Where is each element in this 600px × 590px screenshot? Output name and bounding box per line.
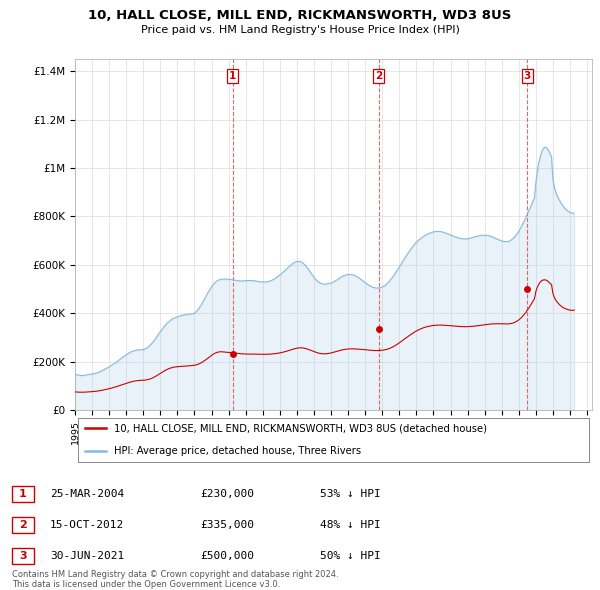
Text: 2: 2 [19,520,27,530]
Text: 30-JUN-2021: 30-JUN-2021 [50,551,124,561]
Text: 3: 3 [524,71,531,81]
Text: 1: 1 [229,71,236,81]
Text: £230,000: £230,000 [200,489,254,499]
Text: 1: 1 [19,489,27,499]
Text: 3: 3 [19,551,27,561]
Text: Price paid vs. HM Land Registry's House Price Index (HPI): Price paid vs. HM Land Registry's House … [140,25,460,35]
FancyBboxPatch shape [12,486,34,502]
Text: Contains HM Land Registry data © Crown copyright and database right 2024.
This d: Contains HM Land Registry data © Crown c… [12,570,338,589]
Text: 10, HALL CLOSE, MILL END, RICKMANSWORTH, WD3 8US: 10, HALL CLOSE, MILL END, RICKMANSWORTH,… [88,9,512,22]
Text: 25-MAR-2004: 25-MAR-2004 [50,489,124,499]
FancyBboxPatch shape [12,548,34,564]
Text: £335,000: £335,000 [200,520,254,530]
FancyBboxPatch shape [77,418,589,463]
FancyBboxPatch shape [12,517,34,533]
Text: HPI: Average price, detached house, Three Rivers: HPI: Average price, detached house, Thre… [114,446,361,456]
Text: 15-OCT-2012: 15-OCT-2012 [50,520,124,530]
Text: 10, HALL CLOSE, MILL END, RICKMANSWORTH, WD3 8US (detached house): 10, HALL CLOSE, MILL END, RICKMANSWORTH,… [114,423,487,433]
Text: 50% ↓ HPI: 50% ↓ HPI [320,551,381,561]
Text: £500,000: £500,000 [200,551,254,561]
Text: 2: 2 [375,71,382,81]
Text: 53% ↓ HPI: 53% ↓ HPI [320,489,381,499]
Text: 48% ↓ HPI: 48% ↓ HPI [320,520,381,530]
